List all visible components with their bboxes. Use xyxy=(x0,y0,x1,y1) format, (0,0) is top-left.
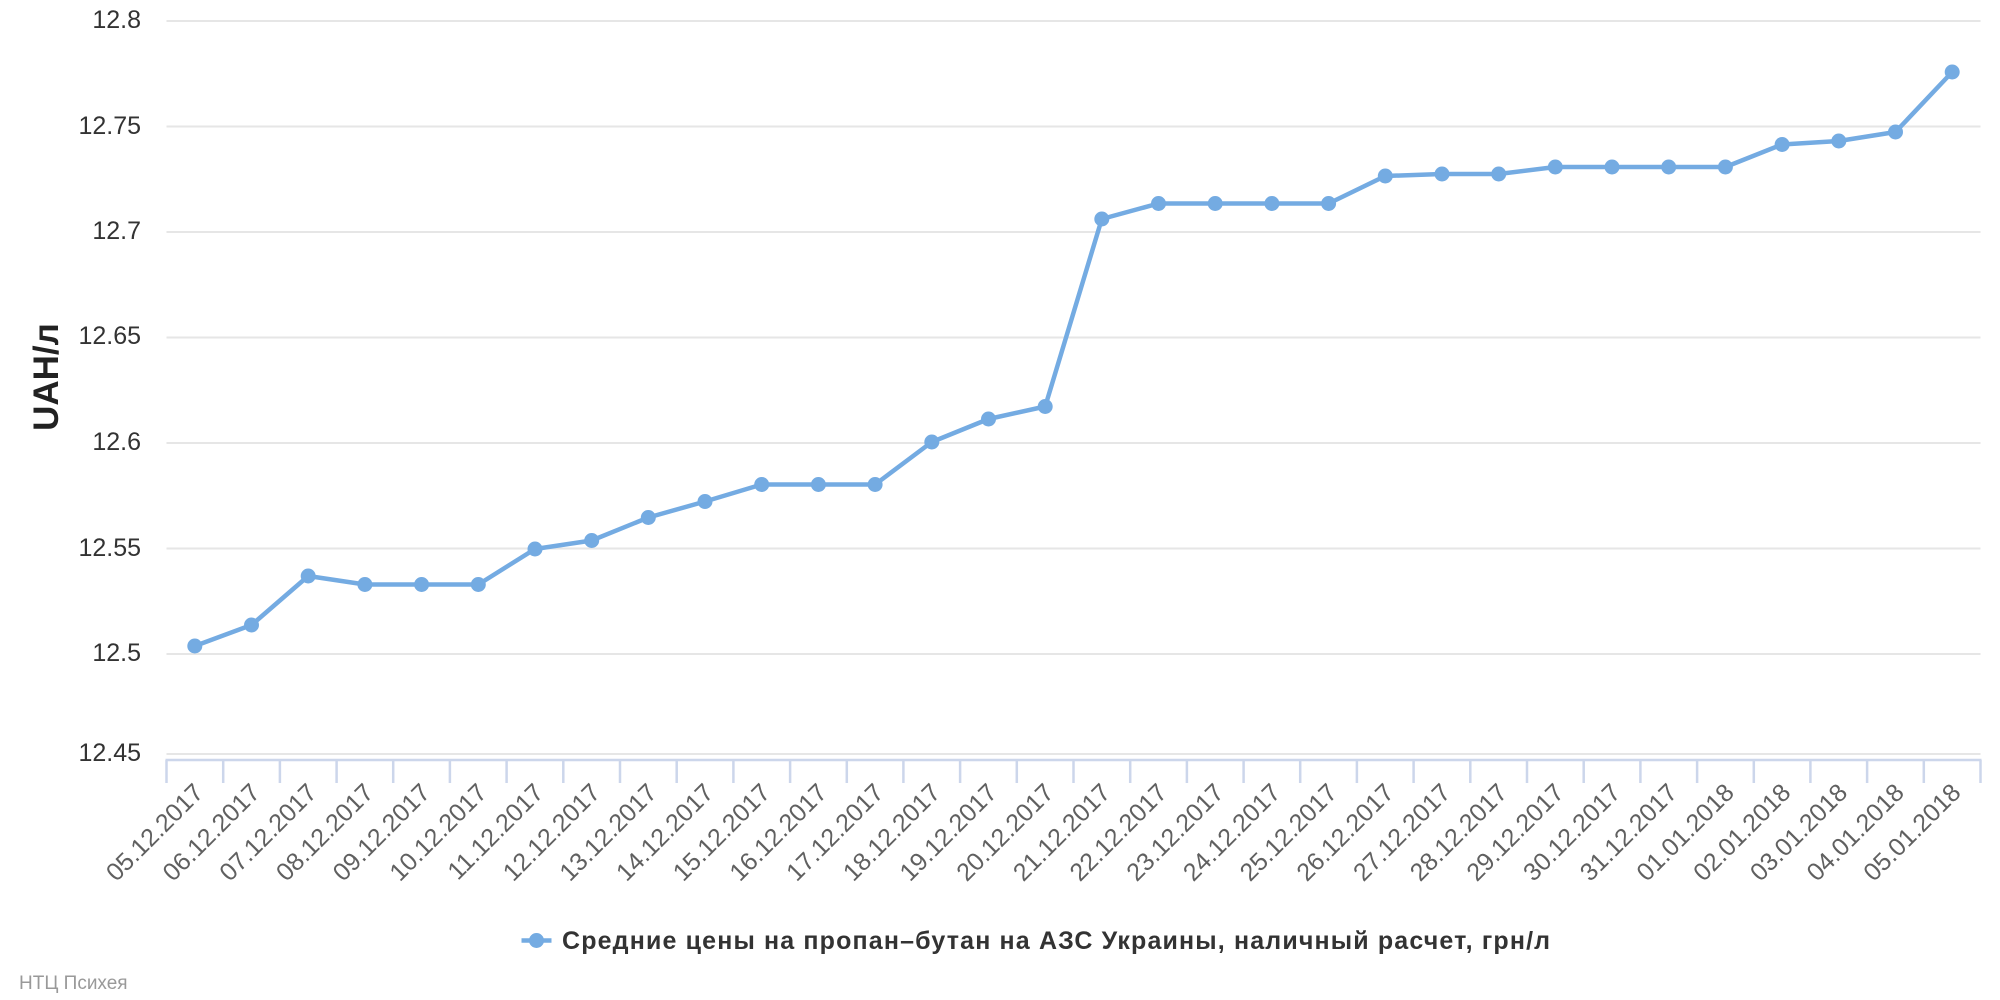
svg-text:12.55: 12.55 xyxy=(78,534,141,562)
svg-text:12.7: 12.7 xyxy=(92,217,141,245)
svg-text:12.5: 12.5 xyxy=(92,639,141,667)
svg-text:UAH/л: UAH/л xyxy=(27,323,66,431)
svg-text:12.6: 12.6 xyxy=(92,428,141,456)
svg-text:Средние цены на пропан–бутан н: Средние цены на пропан–бутан на АЗС Укра… xyxy=(562,927,1551,955)
svg-text:12.75: 12.75 xyxy=(78,112,141,140)
svg-text:12.8: 12.8 xyxy=(92,6,141,34)
svg-text:12.65: 12.65 xyxy=(78,322,141,350)
svg-text:НТЦ Психея: НТЦ Психея xyxy=(19,973,128,994)
svg-text:12.45: 12.45 xyxy=(78,739,141,767)
